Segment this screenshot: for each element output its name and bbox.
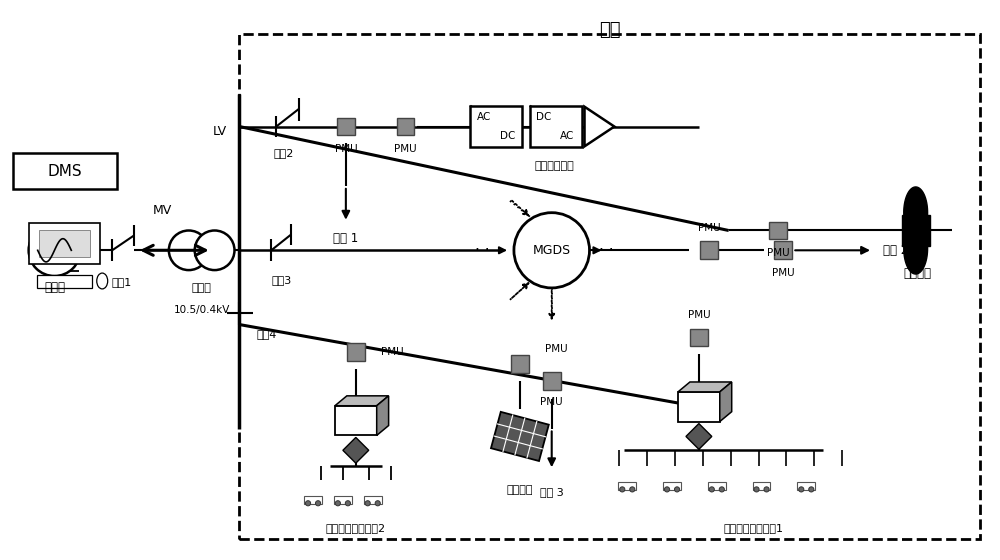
Polygon shape [377, 396, 389, 436]
Circle shape [315, 501, 321, 506]
Circle shape [719, 487, 724, 492]
Circle shape [709, 487, 714, 492]
Polygon shape [335, 396, 389, 406]
FancyBboxPatch shape [397, 118, 414, 136]
Circle shape [764, 487, 769, 492]
Text: 微型燃气轮机: 微型燃气轮机 [535, 161, 575, 171]
Circle shape [305, 501, 311, 506]
Bar [491, 412, 549, 461]
Text: MV: MV [152, 204, 172, 217]
Circle shape [664, 487, 670, 492]
Text: AC: AC [477, 112, 491, 122]
FancyBboxPatch shape [530, 106, 582, 147]
FancyBboxPatch shape [39, 230, 90, 257]
Ellipse shape [97, 273, 108, 289]
Text: · ·: · · [599, 243, 614, 258]
Circle shape [345, 501, 350, 506]
Text: LV: LV [213, 125, 227, 138]
FancyBboxPatch shape [678, 392, 720, 422]
Text: 配电网: 配电网 [44, 282, 65, 295]
FancyBboxPatch shape [13, 153, 117, 189]
Circle shape [375, 501, 380, 506]
Circle shape [335, 501, 340, 506]
Polygon shape [686, 423, 712, 449]
Text: PMU: PMU [540, 397, 563, 407]
FancyBboxPatch shape [618, 482, 636, 490]
FancyBboxPatch shape [753, 482, 770, 490]
Text: PMU: PMU [698, 222, 720, 232]
Text: 10.5/0.4kV: 10.5/0.4kV [173, 305, 230, 315]
Text: 开关4: 开关4 [256, 329, 277, 339]
FancyBboxPatch shape [337, 118, 355, 136]
Text: 负荷 2: 负荷 2 [883, 244, 908, 257]
Text: 微网: 微网 [599, 21, 620, 40]
Circle shape [169, 231, 209, 270]
Text: AC: AC [560, 131, 575, 141]
Text: DMS: DMS [47, 164, 82, 179]
Text: PMU: PMU [335, 144, 357, 155]
FancyBboxPatch shape [347, 343, 365, 361]
Text: PMU: PMU [381, 347, 403, 357]
Text: PMU: PMU [688, 310, 710, 320]
FancyBboxPatch shape [690, 329, 708, 346]
Text: 负荷 1: 负荷 1 [333, 232, 358, 245]
Text: 负荷 3: 负荷 3 [540, 487, 564, 497]
Circle shape [809, 487, 814, 492]
Circle shape [620, 487, 625, 492]
Text: 光伏系统: 光伏系统 [507, 485, 533, 495]
FancyBboxPatch shape [708, 482, 726, 490]
Circle shape [195, 231, 234, 270]
Text: PMU: PMU [545, 344, 567, 354]
Polygon shape [343, 437, 369, 463]
Text: 开关2: 开关2 [273, 148, 293, 158]
FancyBboxPatch shape [543, 372, 561, 390]
Text: 电动汽车充放电站1: 电动汽车充放电站1 [724, 522, 784, 533]
FancyBboxPatch shape [774, 241, 792, 259]
FancyBboxPatch shape [700, 241, 718, 259]
Polygon shape [904, 187, 928, 239]
FancyBboxPatch shape [769, 222, 787, 240]
FancyBboxPatch shape [663, 482, 681, 490]
Polygon shape [678, 382, 732, 392]
Text: DC: DC [536, 112, 551, 122]
FancyBboxPatch shape [511, 355, 529, 373]
Circle shape [514, 213, 590, 288]
Text: 风电系统: 风电系统 [904, 267, 932, 279]
Text: DC: DC [500, 131, 516, 141]
FancyBboxPatch shape [335, 406, 377, 436]
FancyBboxPatch shape [902, 214, 930, 246]
Text: PMU: PMU [394, 144, 417, 155]
FancyBboxPatch shape [37, 275, 92, 288]
Text: 开关3: 开关3 [271, 275, 291, 285]
FancyBboxPatch shape [304, 496, 322, 504]
Circle shape [674, 487, 680, 492]
Circle shape [630, 487, 635, 492]
FancyBboxPatch shape [334, 496, 352, 504]
FancyBboxPatch shape [364, 496, 382, 504]
FancyBboxPatch shape [29, 222, 100, 264]
Text: MGDS: MGDS [533, 244, 571, 257]
Circle shape [754, 487, 759, 492]
Text: 开关1: 开关1 [112, 277, 132, 287]
FancyBboxPatch shape [797, 482, 815, 490]
Text: PMU: PMU [772, 268, 795, 278]
Text: · ·: · · [475, 243, 489, 258]
Polygon shape [720, 382, 732, 422]
Circle shape [29, 225, 80, 276]
Circle shape [365, 501, 370, 506]
FancyBboxPatch shape [470, 106, 522, 147]
Text: 变压器: 变压器 [192, 283, 212, 293]
Text: 电动汽车充放电站2: 电动汽车充放电站2 [326, 522, 386, 533]
Text: PMU: PMU [767, 248, 790, 258]
Polygon shape [904, 222, 928, 274]
Circle shape [799, 487, 804, 492]
Polygon shape [585, 107, 614, 146]
